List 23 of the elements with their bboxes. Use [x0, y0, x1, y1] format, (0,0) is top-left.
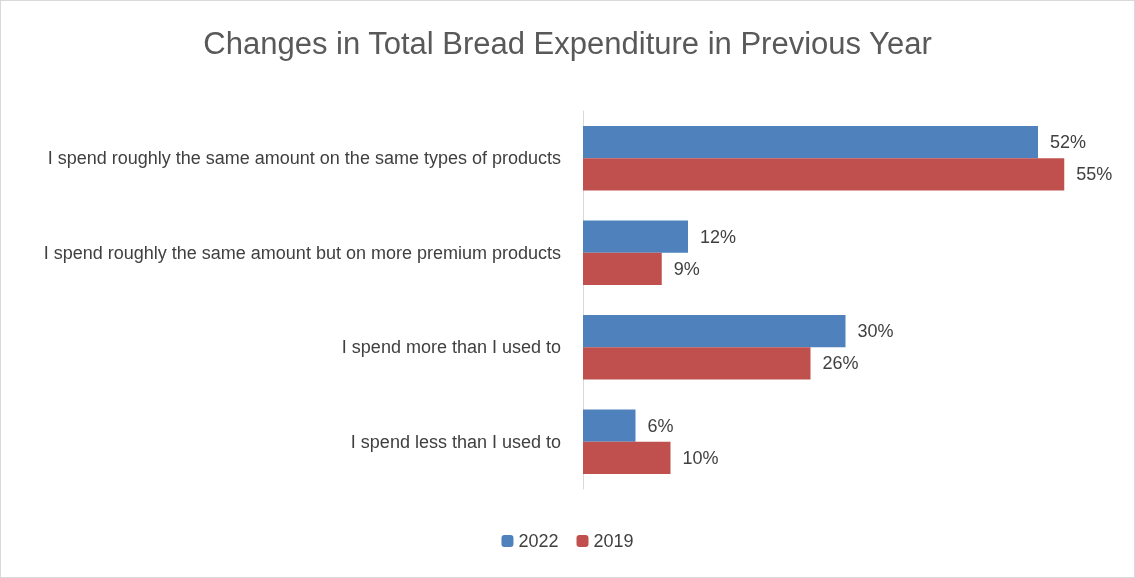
y-tick-label: I spend more than I used to: [341, 337, 561, 358]
chart-title: Changes in Total Bread Expenditure in Previous Year: [203, 26, 932, 61]
y-tick-label: I spend roughly the same amount but on more premium products: [43, 242, 561, 263]
data-label: 30%: [857, 321, 894, 342]
bar: [583, 441, 671, 474]
bar: [583, 126, 1038, 159]
data-label: 12%: [700, 226, 737, 247]
bar: [583, 158, 1065, 191]
data-label: 26%: [822, 353, 859, 374]
data-label: 10%: [682, 447, 719, 468]
legend-label: 2022: [518, 531, 559, 551]
legend-label: 2019: [593, 531, 634, 551]
bar: [583, 220, 688, 253]
y-tick-label: I spend roughly the same amount on the same types of products: [47, 148, 561, 169]
data-label: 52%: [1050, 132, 1087, 153]
data-label: 6%: [647, 415, 674, 436]
bar: [583, 409, 636, 442]
bar: [583, 347, 811, 380]
y-tick-label: I spend less than I used to: [350, 431, 561, 452]
data-label: 9%: [673, 258, 700, 279]
bar: [583, 252, 662, 285]
bar: [583, 315, 846, 348]
data-label: 55%: [1076, 164, 1113, 185]
